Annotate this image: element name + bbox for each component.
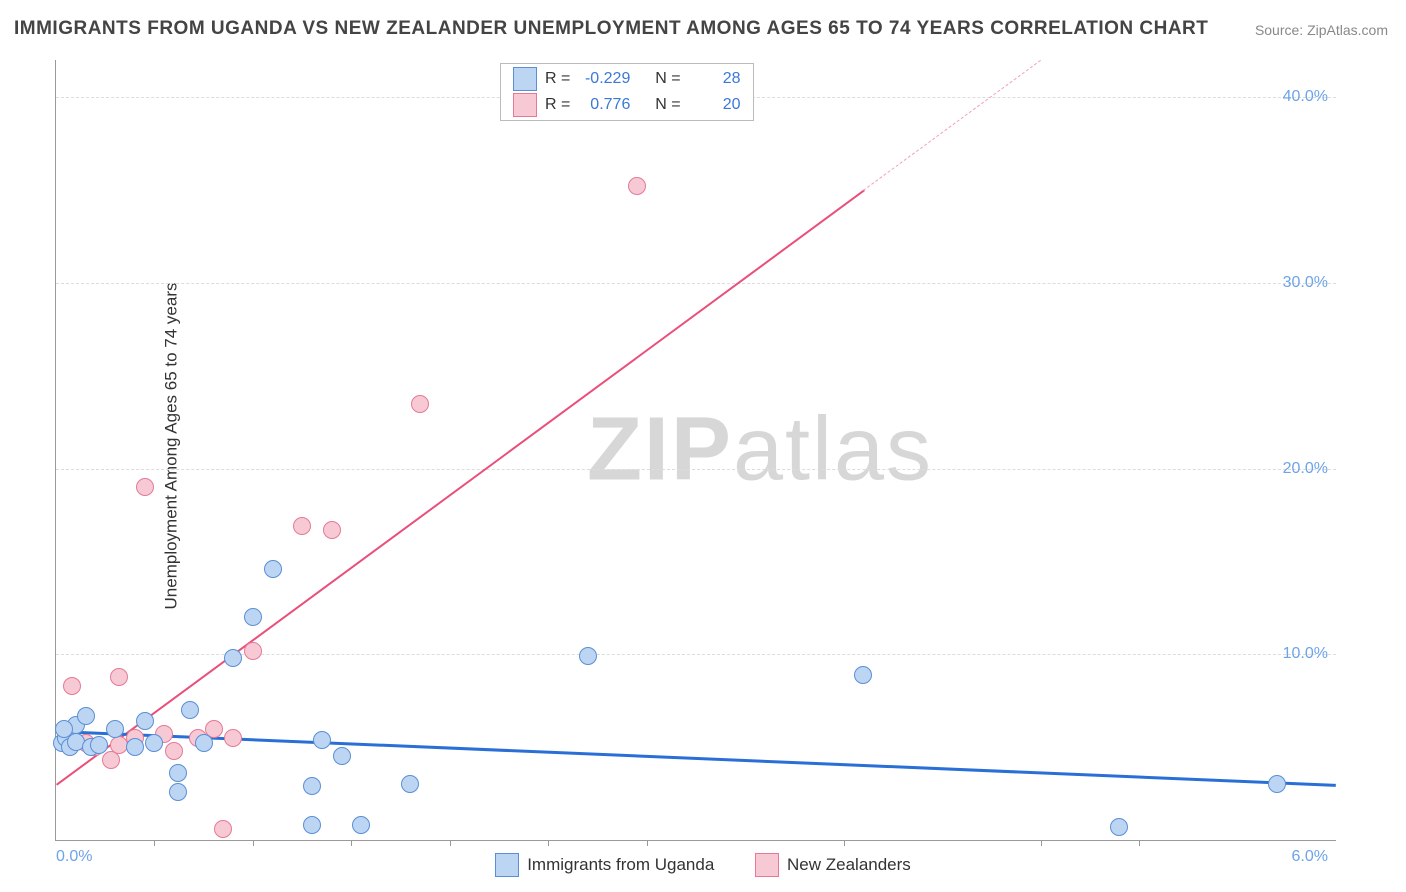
scatter-point-uganda (169, 783, 187, 801)
y-tick-label: 10.0% (1283, 645, 1328, 663)
y-tick-label: 40.0% (1283, 88, 1328, 106)
r-value-uganda: -0.229 (578, 70, 630, 88)
r-label: R = (545, 96, 570, 114)
source-label: Source: (1255, 22, 1303, 38)
scatter-point-uganda (55, 720, 73, 738)
scatter-point-nz (165, 742, 183, 760)
series-legend: Immigrants from Uganda New Zealanders (0, 853, 1406, 882)
n-label: N = (655, 70, 680, 88)
source-attribution: Source: ZipAtlas.com (1255, 22, 1388, 38)
scatter-point-uganda (333, 747, 351, 765)
r-value-nz: 0.776 (578, 96, 630, 114)
watermark-bold: ZIP (587, 400, 733, 500)
scatter-point-uganda (1268, 775, 1286, 793)
legend-label-uganda: Immigrants from Uganda (527, 855, 714, 875)
scatter-point-uganda (264, 560, 282, 578)
x-tick-mark (647, 840, 648, 846)
scatter-point-uganda (579, 647, 597, 665)
scatter-point-nz (224, 729, 242, 747)
scatter-point-uganda (854, 666, 872, 684)
scatter-point-nz (411, 395, 429, 413)
trend-line (863, 60, 1041, 191)
scatter-point-uganda (136, 712, 154, 730)
y-tick-label: 20.0% (1283, 460, 1328, 478)
legend-swatch-uganda-bottom (495, 853, 519, 877)
x-tick-mark (1139, 840, 1140, 846)
scatter-point-nz (63, 677, 81, 695)
legend-swatch-uganda (513, 67, 537, 91)
x-tick-mark (351, 840, 352, 846)
n-value-nz: 20 (689, 96, 741, 114)
scatter-point-nz (628, 177, 646, 195)
legend-item-uganda: Immigrants from Uganda (495, 853, 714, 877)
scatter-point-nz (214, 820, 232, 838)
scatter-point-nz (244, 642, 262, 660)
legend-item-nz: New Zealanders (755, 853, 911, 877)
scatter-point-uganda (352, 816, 370, 834)
legend-label-nz: New Zealanders (787, 855, 911, 875)
scatter-point-uganda (313, 731, 331, 749)
scatter-point-nz (110, 668, 128, 686)
scatter-point-uganda (145, 734, 163, 752)
scatter-point-nz (293, 517, 311, 535)
trend-line (56, 190, 865, 786)
x-tick-mark (154, 840, 155, 846)
scatter-point-uganda (1110, 818, 1128, 836)
scatter-point-uganda (77, 707, 95, 725)
chart-container: IMMIGRANTS FROM UGANDA VS NEW ZEALANDER … (0, 0, 1406, 892)
scatter-point-uganda (90, 736, 108, 754)
gridline (56, 283, 1336, 284)
correlation-legend: R = -0.229 N = 28 R = 0.776 N = 20 (500, 63, 754, 121)
x-tick-mark (1041, 840, 1042, 846)
scatter-point-uganda (244, 608, 262, 626)
scatter-point-uganda (303, 777, 321, 795)
n-value-uganda: 28 (689, 70, 741, 88)
scatter-plot-area: ZIPatlas 10.0%20.0%30.0%40.0%0.0%6.0% (55, 60, 1336, 841)
scatter-point-uganda (126, 738, 144, 756)
watermark: ZIPatlas (587, 399, 933, 502)
scatter-point-uganda (401, 775, 419, 793)
scatter-point-uganda (195, 734, 213, 752)
source-value: ZipAtlas.com (1307, 22, 1388, 38)
legend-swatch-nz (513, 93, 537, 117)
scatter-point-nz (136, 478, 154, 496)
n-label: N = (655, 96, 680, 114)
legend-swatch-nz-bottom (755, 853, 779, 877)
gridline (56, 469, 1336, 470)
scatter-point-uganda (106, 720, 124, 738)
legend-row-nz: R = 0.776 N = 20 (501, 92, 753, 118)
scatter-point-uganda (169, 764, 187, 782)
trend-line (56, 730, 1336, 787)
x-tick-mark (253, 840, 254, 846)
scatter-point-nz (323, 521, 341, 539)
legend-row-uganda: R = -0.229 N = 28 (501, 66, 753, 92)
scatter-point-uganda (181, 701, 199, 719)
scatter-point-uganda (303, 816, 321, 834)
chart-title: IMMIGRANTS FROM UGANDA VS NEW ZEALANDER … (14, 18, 1208, 40)
watermark-light: atlas (733, 400, 933, 500)
scatter-point-uganda (224, 649, 242, 667)
y-tick-label: 30.0% (1283, 274, 1328, 292)
r-label: R = (545, 70, 570, 88)
x-tick-mark (450, 840, 451, 846)
x-tick-mark (548, 840, 549, 846)
x-tick-mark (844, 840, 845, 846)
